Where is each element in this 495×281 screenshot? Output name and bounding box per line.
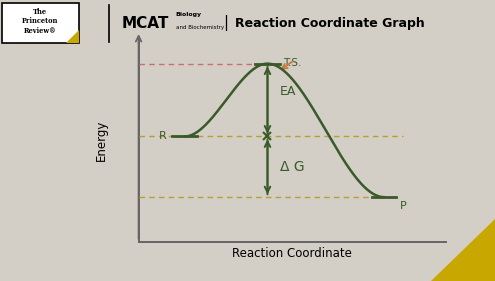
Y-axis label: Energy: Energy	[95, 120, 108, 161]
Text: MCAT: MCAT	[121, 16, 169, 31]
Text: R: R	[158, 132, 166, 141]
Text: and Biochemistry: and Biochemistry	[176, 25, 224, 30]
Text: Δ G: Δ G	[280, 160, 304, 174]
Polygon shape	[66, 30, 79, 43]
Text: Reaction Coordinate Graph: Reaction Coordinate Graph	[235, 17, 425, 30]
Text: Biology: Biology	[176, 12, 202, 17]
Bar	[2, 3, 79, 43]
Text: The
Princeton
Review®: The Princeton Review®	[22, 8, 58, 35]
Text: T.S.: T.S.	[283, 58, 301, 68]
X-axis label: Reaction Coordinate: Reaction Coordinate	[232, 247, 352, 260]
Text: EA: EA	[280, 85, 296, 98]
Text: |: |	[223, 15, 228, 31]
Text: P: P	[399, 201, 406, 211]
